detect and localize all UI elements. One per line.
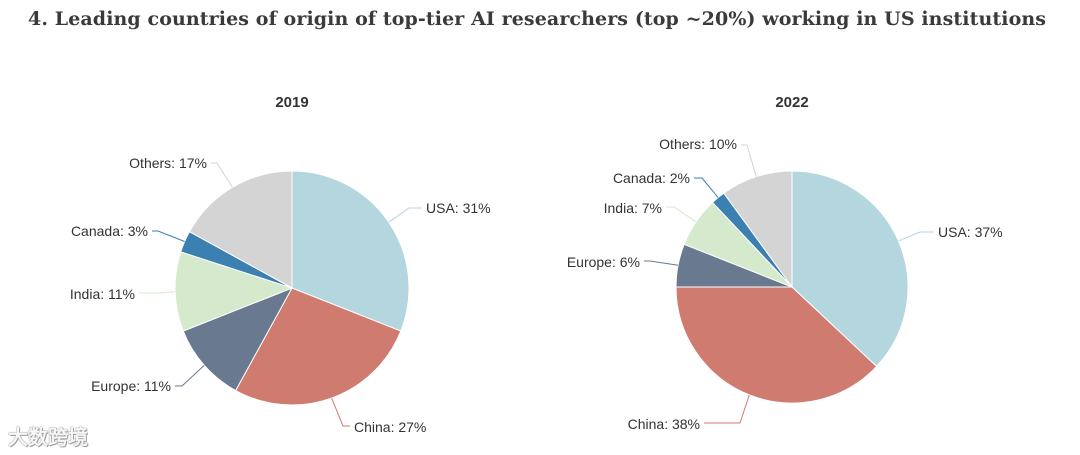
leader-line-usa (898, 231, 934, 242)
slice-others[interactable] (723, 170, 793, 289)
label-europe: Europe: 6% (567, 254, 640, 270)
leader-line-india (666, 206, 697, 223)
leader-line-canada (694, 177, 719, 198)
leader-line-china (704, 394, 750, 424)
leader-line-india (139, 291, 176, 294)
label-india: India: 11% (70, 286, 135, 302)
pie-2019: 2019 USA: 31% China: 27% Europe: 11% India: … (70, 94, 491, 435)
pie-title: 2022 (775, 94, 808, 111)
leader-line-others (741, 144, 757, 177)
label-others: Others: 17% (129, 155, 207, 171)
label-usa: USA: 37% (938, 224, 1003, 240)
slice-usa[interactable] (291, 170, 410, 332)
slice-china[interactable] (234, 287, 402, 406)
leader-line-others (211, 162, 233, 188)
leader-line-china (331, 397, 350, 427)
leader-line-europe (175, 365, 205, 387)
label-others: Others: 10% (659, 136, 737, 152)
label-china: China: 27% (354, 419, 426, 435)
slice-usa[interactable] (791, 170, 909, 368)
label-usa: USA: 31% (426, 200, 491, 216)
slice-europe[interactable] (182, 287, 294, 392)
leader-line-usa (388, 207, 422, 223)
label-canada: Canada: 2% (613, 170, 690, 186)
pie-2022: 2022 USA: 37% China: 38% Europe: 6% India: 7… (567, 94, 1003, 432)
slice-others[interactable] (188, 170, 293, 289)
label-europe: Europe: 11% (91, 378, 171, 394)
watermark: 大数跨境 (8, 425, 88, 449)
label-india: India: 7% (604, 200, 662, 216)
slice-india[interactable] (174, 251, 294, 332)
leader-line-canada (152, 230, 185, 242)
label-canada: Canada: 3% (71, 223, 148, 239)
label-china: China: 38% (628, 416, 700, 432)
leader-line-europe (644, 260, 679, 266)
slice-china[interactable] (675, 286, 878, 404)
pie-title: 2019 (275, 94, 308, 111)
chart-title: 4. Leading countries of origin of top-ti… (28, 8, 1047, 30)
